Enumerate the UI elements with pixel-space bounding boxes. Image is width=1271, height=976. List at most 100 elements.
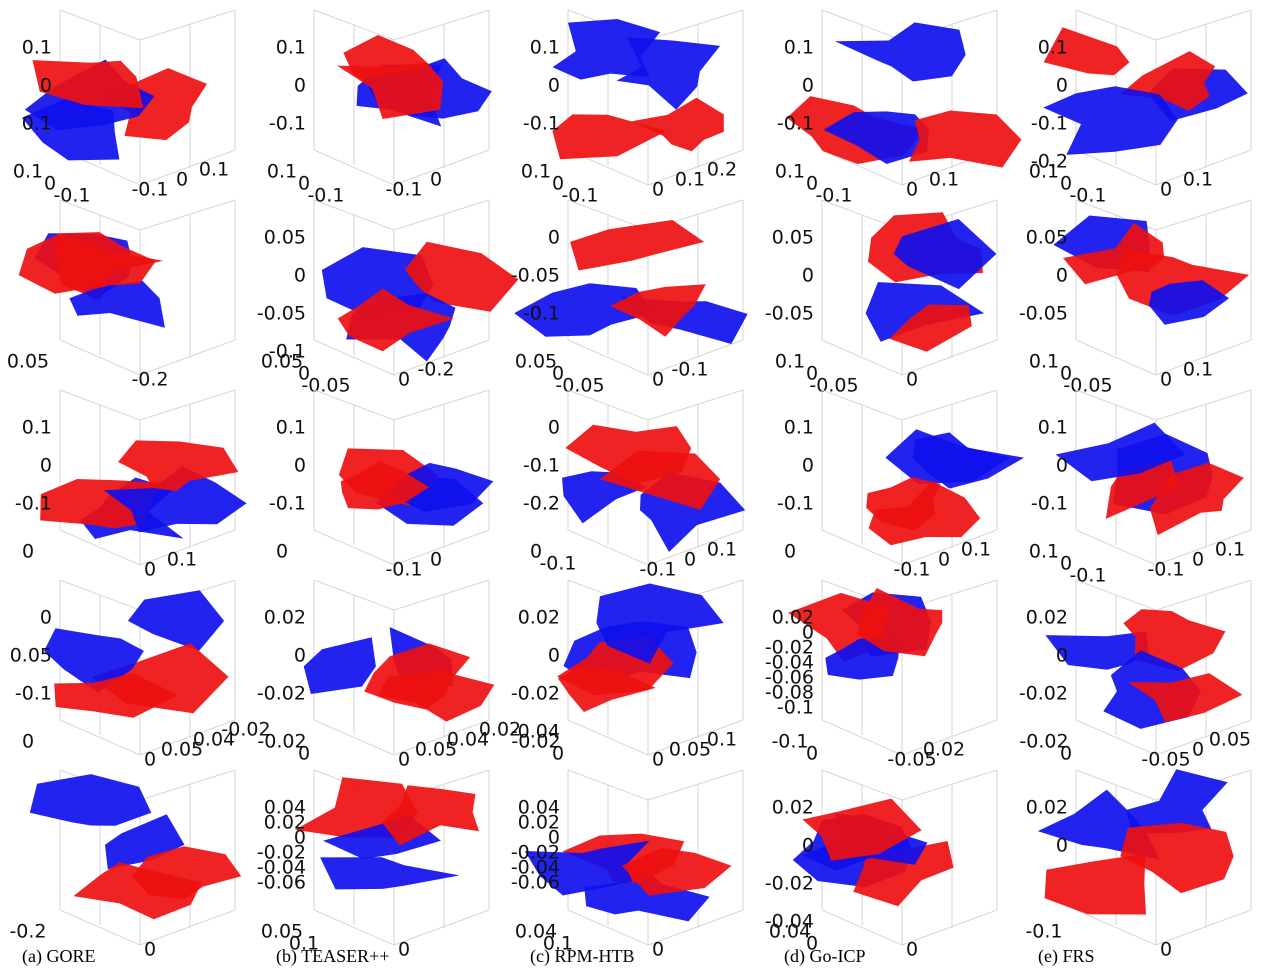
panel: 0.020-0.02-0.02000.050.040.02 [257,580,521,771]
point-cloud [835,22,966,81]
z-tick-label: 0 [294,75,306,97]
z-tick-label: -0.05 [765,303,814,325]
x-tick-label: 0.1 [1183,169,1213,191]
y-tick-label: 0.1 [13,161,43,183]
x-tick-label: 0.05 [669,739,711,761]
z-tick-label: 0.1 [22,417,52,439]
y-tick-label: 0 [22,541,34,563]
point-cloud [30,774,152,826]
y-tick-label: 0.05 [261,351,303,373]
x-tick-label: -0.1 [131,179,168,201]
y-tick-label: 0 [298,743,310,765]
x-tick-label: 0 [906,369,918,391]
x-tick-label: 0.1 [167,549,197,571]
x-tick-label: 0.1 [1183,359,1213,381]
z-tick-label: 0.1 [22,113,52,135]
z-tick-label: 0 [294,645,306,667]
x-tick-label: 0.1 [707,729,737,751]
x-tick-label: 0 [1160,939,1172,961]
panel: 0.040.020-0.02-0.04-0.060.050.10 [257,770,489,961]
y-tick-label: -0.1 [307,185,344,207]
x-tick-label: 0 [1160,179,1172,201]
panel: 0.10-0.10.10-0.1-0.100.1 [1029,390,1251,587]
panel: 0.050-0.050.10-0.050 [765,200,997,397]
x-tick-label: 0.05 [1209,729,1251,751]
x-tick-label: 0 [398,939,410,961]
z-tick-label: -0.06 [511,872,560,894]
z-tick-label: -0.02 [257,683,306,705]
panel: 0.10-0.1000.1 [15,390,247,581]
axis-box [1156,390,1251,420]
panel: 0.020-0.02-0.040.0400 [765,770,997,961]
y-tick-label: 0.1 [1029,541,1059,563]
y-tick-label: -0.1 [1069,565,1106,587]
panel: 0.020-0.10 [1025,769,1251,960]
z-tick-label: 0.05 [772,227,814,249]
z-tick-label: -0.02 [1019,683,1068,705]
z-tick-label: 0.02 [772,797,814,819]
panel: 0.050-0.050.10-0.0500.1 [1019,200,1251,397]
panel: 0.040.020-0.02-0.04-0.060.040.10 [511,770,743,961]
y-tick-label: -0.1 [1025,921,1062,943]
x-tick-label: 0 [430,169,442,191]
x-tick-label: 0 [652,369,664,391]
z-tick-label: -0.05 [257,303,306,325]
x-tick-label: 0.02 [923,739,965,761]
panel: -0.20 [9,770,241,961]
z-tick-label: -0.1 [523,303,560,325]
z-tick-label: 0.1 [1038,417,1068,439]
z-tick-label: 0 [548,227,560,249]
z-tick-label: 0 [802,265,814,287]
z-tick-label: 0 [548,645,560,667]
z-tick-label: 0 [1056,75,1068,97]
caption: (a) GORE [22,946,95,967]
z-tick-label: 0 [1056,455,1068,477]
panel: 0.10-0.10.10-0.100.1 [775,10,1022,207]
y-tick-label: -0.2 [9,921,46,943]
y-tick-label: 0 [552,743,564,765]
z-tick-label: 0 [1056,265,1068,287]
figure: 0.100.10.10-0.1-0.100.10.10-0.10.10-0.1-… [0,0,1271,976]
y-tick-label: 0.1 [775,351,805,373]
point-cloud [128,590,224,651]
y-tick-label: 0 [22,731,34,753]
z-tick-label: -0.05 [1019,303,1068,325]
y-tick-label: -0.05 [555,375,604,397]
z-tick-label: -0.05 [511,265,560,287]
y-tick-label: 0 [1060,743,1072,765]
y-tick-label: 0.05 [515,351,557,373]
z-tick-label: 0 [1056,645,1068,667]
x-tick-label: 0.1 [1215,539,1245,561]
z-tick-label: -0.1 [523,113,560,135]
panel: 0.050-0.05-0.10.050-0.050-0.2 [257,200,519,397]
caption: (e) FRS [1038,946,1095,967]
y-tick-label: -0.1 [53,185,90,207]
z-tick-label: 0.1 [22,37,52,59]
caption: (b) TEASER++ [276,946,389,967]
x-tick-label: -0.1 [1147,559,1184,581]
axis-box [140,10,235,40]
y-tick-label: -0.1 [539,553,576,575]
x-tick-label: 0.2 [707,159,737,181]
axis-box [648,10,743,40]
z-tick-label: 0 [1056,835,1068,857]
x-tick-label: 0.1 [199,159,229,181]
z-tick-label: 0.05 [1026,227,1068,249]
z-tick-label: 0 [294,455,306,477]
x-tick-label: 0 [906,939,918,961]
panel: 00.05-0.1000.050.04-0.02 [10,580,271,771]
axis-box [140,390,235,420]
x-tick-label: -0.05 [1141,749,1190,771]
axis-box [1156,10,1251,40]
y-tick-label: 0.04 [769,921,811,943]
y-tick-label: -0.05 [809,375,858,397]
z-tick-label: -0.06 [257,872,306,894]
axis-box [140,200,235,230]
z-tick-label: -0.1 [15,493,52,515]
z-tick-label: 0 [40,75,52,97]
x-tick-label: -0.1 [385,179,422,201]
z-tick-label: 0.02 [1026,607,1068,629]
axis-box [648,390,743,420]
y-tick-label: -0.1 [815,185,852,207]
